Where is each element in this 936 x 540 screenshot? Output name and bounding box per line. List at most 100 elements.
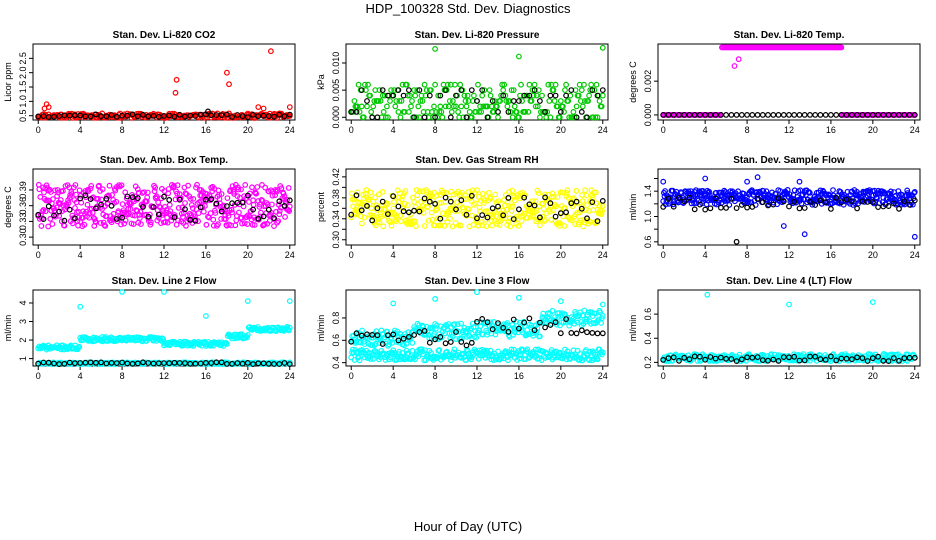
data-point xyxy=(411,199,418,205)
data-point xyxy=(255,104,262,110)
data-point xyxy=(286,327,292,334)
data-point xyxy=(244,334,250,341)
data-point xyxy=(676,357,682,364)
data-point xyxy=(547,322,554,328)
data-point xyxy=(537,114,543,121)
x-tick-label: 24 xyxy=(285,371,295,381)
data-point xyxy=(564,348,571,355)
y-tick-label: 0.5 xyxy=(18,109,28,122)
data-point xyxy=(384,328,391,335)
data-point xyxy=(436,347,443,353)
data-point xyxy=(280,190,287,197)
data-point xyxy=(551,98,558,104)
data-point xyxy=(906,201,913,208)
data-point xyxy=(356,357,363,364)
data-point xyxy=(807,111,813,118)
data-point xyxy=(489,98,496,104)
data-point xyxy=(166,201,173,208)
data-point xyxy=(584,352,591,359)
data-point xyxy=(403,81,410,88)
data-point xyxy=(576,312,583,319)
data-point xyxy=(454,321,461,328)
data-point xyxy=(736,351,743,358)
data-point xyxy=(168,217,175,224)
data-point xyxy=(286,203,293,210)
data-point xyxy=(563,81,569,88)
data-point xyxy=(86,210,93,217)
data-point xyxy=(532,346,539,353)
data-point xyxy=(547,92,554,99)
data-point xyxy=(505,218,512,225)
y-tick-label: 0.39 xyxy=(18,181,28,199)
data-point xyxy=(239,199,246,206)
data-point xyxy=(442,194,449,201)
data-point xyxy=(807,353,813,360)
data-point xyxy=(864,111,871,118)
data-point xyxy=(118,182,125,189)
data-point xyxy=(448,108,455,115)
data-point xyxy=(115,182,122,189)
data-point xyxy=(549,190,556,197)
data-point xyxy=(511,103,518,110)
data-point xyxy=(500,212,507,219)
data-point xyxy=(364,98,370,104)
data-point xyxy=(775,195,782,202)
data-point xyxy=(254,184,261,190)
data-point xyxy=(391,199,397,205)
data-point xyxy=(223,203,230,210)
data-point xyxy=(354,189,361,196)
data-point xyxy=(400,335,407,342)
data-point xyxy=(197,360,204,367)
data-point xyxy=(557,298,564,305)
data-point xyxy=(412,356,418,363)
data-point xyxy=(358,87,365,93)
data-point xyxy=(388,222,395,229)
data-point xyxy=(392,103,399,110)
data-point xyxy=(754,111,761,118)
data-point xyxy=(89,209,96,216)
data-point xyxy=(42,208,49,215)
data-point xyxy=(364,103,370,110)
data-point xyxy=(880,203,887,210)
data-point xyxy=(531,327,538,334)
data-point xyxy=(87,113,94,120)
data-point xyxy=(413,223,419,230)
data-point xyxy=(509,203,516,210)
data-point xyxy=(599,197,606,204)
data-point xyxy=(859,355,866,362)
data-point xyxy=(77,303,84,310)
data-point xyxy=(99,186,106,193)
data-point xyxy=(106,182,113,189)
data-point xyxy=(563,316,569,323)
data-point xyxy=(589,330,596,336)
data-point xyxy=(526,92,533,99)
x-tick-label: 24 xyxy=(910,371,920,381)
data-point xyxy=(348,108,355,115)
data-point xyxy=(285,184,292,191)
data-point xyxy=(731,63,738,69)
data-point xyxy=(901,198,908,205)
data-point xyxy=(208,360,215,366)
data-point xyxy=(550,193,557,200)
data-point xyxy=(108,112,115,118)
data-point xyxy=(429,216,436,223)
data-point xyxy=(171,182,177,189)
data-point xyxy=(497,98,504,104)
data-point xyxy=(557,98,564,104)
data-point xyxy=(350,346,356,353)
data-point xyxy=(260,105,267,112)
data-point xyxy=(549,307,556,314)
data-point xyxy=(806,189,813,196)
data-point xyxy=(282,213,288,220)
data-point xyxy=(395,203,402,210)
data-point xyxy=(561,223,568,229)
data-point xyxy=(382,114,389,121)
data-point xyxy=(286,111,293,118)
chart-panel: Stan. Dev. Amb. Box Temp. 0 4 8 12 16 20 24 0.30… xyxy=(3,155,296,260)
y-tick-label: 0.8 xyxy=(331,312,341,325)
x-tick-label: 12 xyxy=(472,125,482,135)
data-point xyxy=(61,360,68,367)
data-point xyxy=(707,354,714,360)
data-point xyxy=(547,114,554,121)
x-tick-label: 4 xyxy=(703,371,708,381)
